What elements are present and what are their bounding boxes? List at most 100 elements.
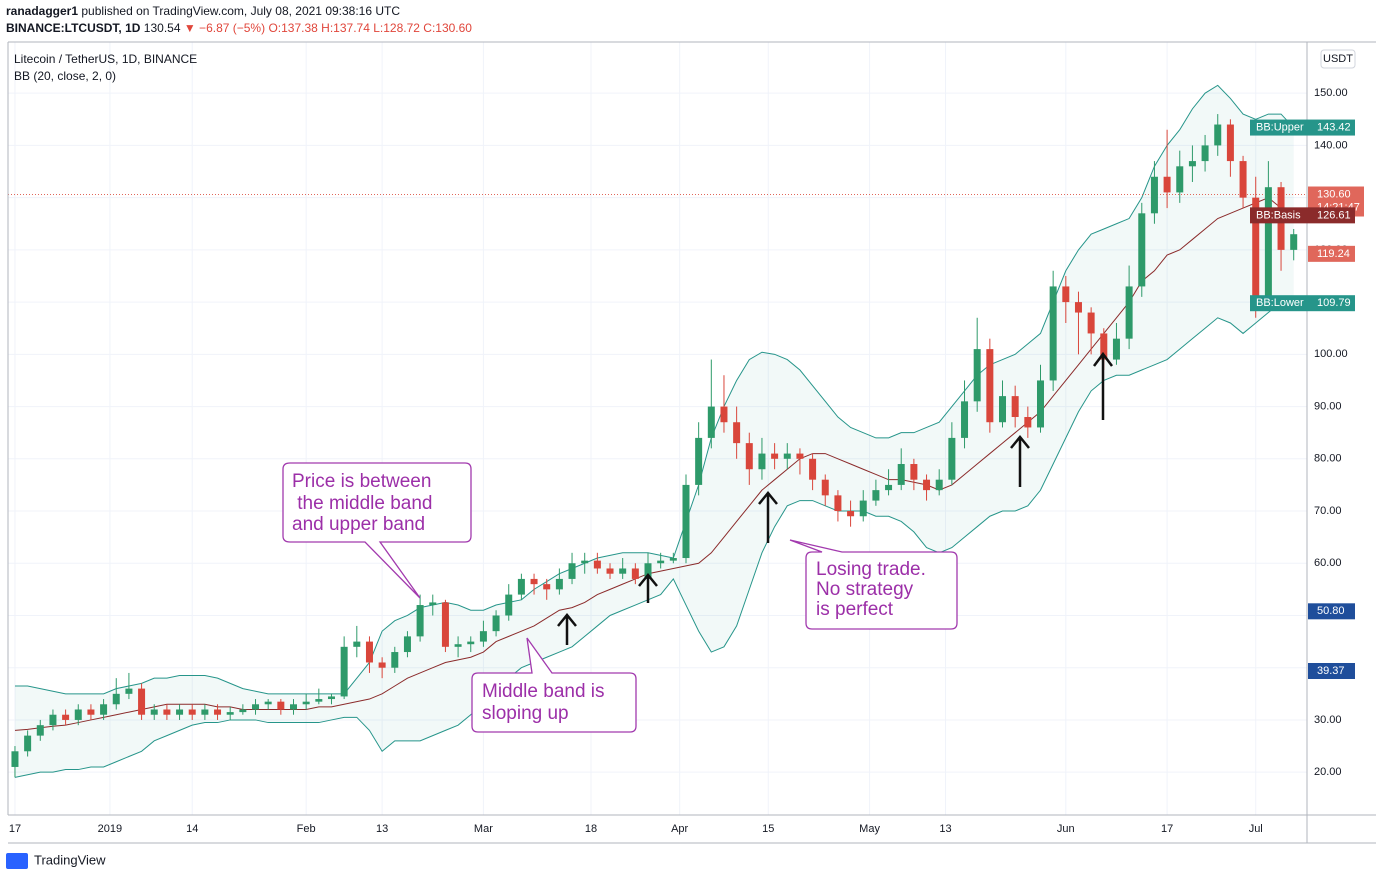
arrow [1093, 351, 1113, 420]
y-tick-label: 140.00 [1314, 139, 1348, 151]
candle-body [783, 453, 791, 459]
x-tick-label: Jun [1057, 823, 1075, 835]
annotation-text: is perfect [816, 599, 894, 620]
value-label: 109.79 [1317, 297, 1351, 309]
annotation-text: and upper band [292, 514, 425, 535]
candles [11, 114, 1298, 778]
legend-badge-bg [1250, 119, 1355, 136]
indicator-line [14, 301, 1294, 778]
candle-body [923, 479, 931, 491]
candle-body [302, 701, 310, 705]
candle-body [1049, 286, 1057, 381]
publisher: ranadagger1 [6, 4, 78, 18]
candle-body [1239, 161, 1247, 198]
candle-body [201, 709, 209, 715]
x-tick-label: 2019 [98, 823, 122, 835]
candle-body [530, 578, 538, 585]
y-tick-label: 100.00 [1314, 348, 1348, 360]
candle-body [226, 712, 234, 715]
candle-body [1252, 197, 1260, 297]
candle-body [125, 688, 133, 694]
x-tick-label: 15 [762, 823, 774, 835]
candle-body [1011, 396, 1019, 418]
candle-body [935, 479, 943, 491]
candle-body [1290, 234, 1298, 250]
candle-body [1138, 213, 1146, 287]
value-label: 143.42 [1317, 121, 1351, 133]
arrow [758, 491, 778, 543]
candle-body [315, 699, 323, 702]
logo-mark [6, 853, 28, 869]
candle-body [87, 709, 95, 715]
arrow [638, 573, 658, 603]
candle-body [1188, 161, 1196, 167]
x-tick-label: 18 [585, 823, 597, 835]
x-tick-label: 13 [939, 823, 951, 835]
candle-body [606, 568, 614, 574]
price-line-label: 130.60 [1317, 188, 1351, 200]
candle-body [986, 349, 994, 423]
candle-body [429, 602, 437, 606]
candle-body [619, 568, 627, 574]
indicator-legend: BB (20, close, 2, 0) [14, 69, 116, 83]
candle-body [454, 644, 462, 647]
legend-badge-bg [1250, 207, 1355, 224]
candle-body [150, 709, 158, 715]
arrow [557, 613, 577, 645]
candle-body [809, 458, 817, 480]
price-marker-bg [1308, 245, 1355, 262]
arrow [1010, 435, 1030, 487]
candle-body [948, 437, 956, 480]
candle-body [872, 490, 880, 501]
candle-body [859, 500, 867, 517]
candle-body [467, 641, 475, 645]
legend-entry: BB:Basis [1256, 209, 1301, 221]
callout-box [471, 637, 637, 733]
price-marker: 119.24 [1317, 248, 1350, 260]
ohlc: C:130.60 [423, 21, 472, 35]
logo[interactable]: TradingView [6, 852, 106, 869]
candle-body [897, 464, 905, 485]
arrows [557, 351, 1113, 645]
grid [8, 42, 1307, 815]
x-tick-label: 13 [376, 823, 388, 835]
legend-entry: BB:Lower [1256, 297, 1304, 309]
ohlc: L:128.72 [373, 21, 420, 35]
candle-body [517, 578, 525, 595]
candle-body [1163, 176, 1171, 193]
x-tick-label: May [859, 823, 880, 835]
candle-body [568, 563, 576, 579]
candle-body [910, 464, 918, 480]
candle-body [999, 396, 1007, 423]
candle-body [631, 568, 639, 579]
candle-body [758, 453, 766, 470]
candle-body [163, 709, 171, 715]
candle-body [973, 349, 981, 402]
candle-body [1112, 338, 1120, 360]
candle-body [62, 714, 70, 720]
candle-body [1024, 417, 1032, 428]
candle-body [176, 709, 184, 715]
currency-box[interactable] [1320, 49, 1356, 69]
candle-body [1150, 176, 1158, 214]
value-label: 126.61 [1317, 209, 1351, 221]
x-tick-label: 17 [1161, 823, 1173, 835]
ohlc: O:137.38 [268, 21, 318, 35]
candle-body [239, 709, 247, 713]
published: published on TradingView.com, July 08, 2… [81, 4, 400, 18]
price-marker-bg [1308, 603, 1355, 620]
callout-box [282, 462, 472, 599]
candle-body [1074, 302, 1082, 313]
indicator-line [14, 84, 1295, 695]
indicator-line [14, 197, 1294, 731]
candle-body [581, 560, 589, 564]
candle-body [834, 495, 842, 512]
price-marker: 39.37 [1317, 665, 1345, 677]
candle-body [365, 641, 373, 663]
y-tick-label: 20.00 [1314, 766, 1342, 778]
candle-body [644, 563, 652, 579]
candle-body [340, 646, 348, 697]
candle-body [188, 709, 196, 715]
candle-body [252, 704, 260, 710]
